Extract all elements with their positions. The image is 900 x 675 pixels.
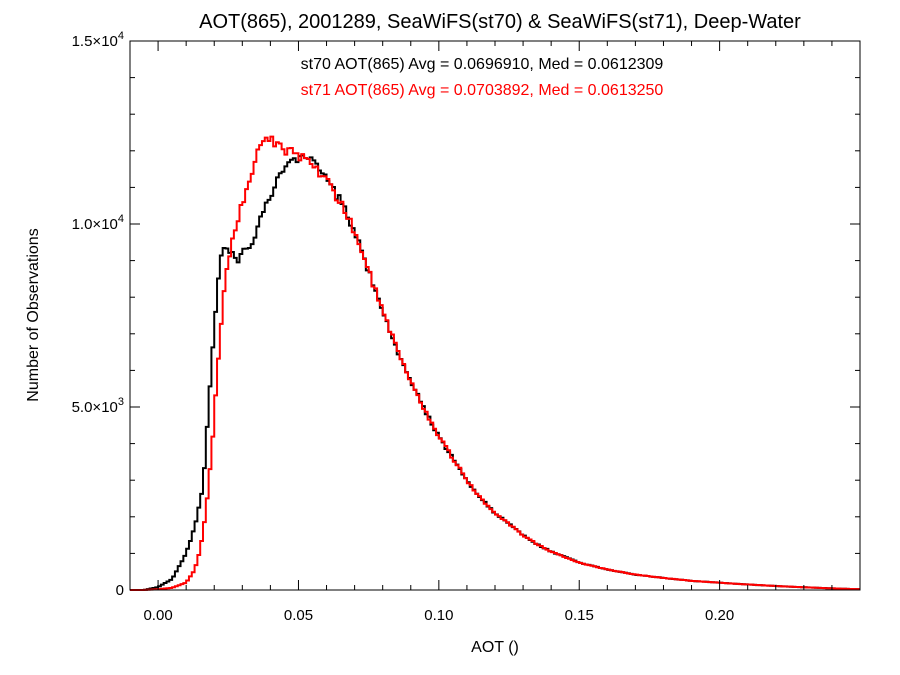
chart-title: AOT(865), 2001289, SeaWiFS(st70) & SeaWi…	[199, 11, 801, 33]
y-axis-label: Number of Observations	[25, 228, 42, 401]
y-tick-label: 5.0×103	[72, 396, 124, 416]
x-tick-label: 0.00	[143, 607, 172, 624]
axis-ticks: 0.00 0.05 0.10 0.15 0.20 0 5.0×103 1.0×104 1.5×1…	[72, 30, 861, 624]
x-tick-label: 0.20	[705, 607, 734, 624]
y-tick-label: 1.5×104	[72, 30, 124, 50]
y-tick-label: 0	[116, 582, 124, 599]
series-st71-line	[130, 135, 860, 591]
x-tick-label: 0.15	[565, 607, 594, 624]
series-stats-st71: st71 AOT(865) Avg = 0.0703892, Med = 0.0…	[301, 82, 664, 99]
x-tick-label: 0.05	[284, 607, 313, 624]
x-tick-label: 0.10	[424, 607, 453, 624]
plot-frame	[129, 40, 861, 591]
series-layer	[130, 135, 860, 591]
series-stats-st70: st70 AOT(865) Avg = 0.0696910, Med = 0.0…	[301, 56, 664, 73]
x-axis-label: AOT ()	[471, 639, 519, 656]
y-tick-label: 1.0×104	[72, 213, 124, 233]
